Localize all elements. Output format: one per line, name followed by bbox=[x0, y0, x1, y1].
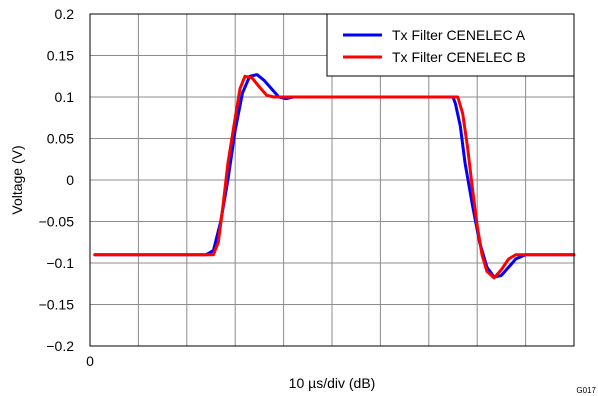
y-tick-label: 0.1 bbox=[55, 89, 75, 105]
series-line-cenelec-a bbox=[93, 73, 576, 279]
legend-box bbox=[326, 13, 575, 77]
legend: Tx Filter CENELEC A Tx Filter CENELEC B bbox=[326, 13, 575, 77]
x-tick-label: 0 bbox=[86, 353, 94, 369]
y-tick-labels: −0.2 −0.15 −0.1 −0.05 0 0.05 0.1 0.15 0.2 bbox=[39, 6, 75, 354]
y-tick-label: 0.2 bbox=[55, 6, 75, 22]
series-line-cenelec-b bbox=[93, 74, 576, 280]
x-axis-title: 10 µs/div (dB) bbox=[289, 375, 376, 391]
y-tick-label: −0.2 bbox=[46, 338, 74, 354]
y-tick-label: −0.05 bbox=[39, 214, 75, 230]
series-layer bbox=[93, 73, 576, 280]
y-axis-title: Voltage (V) bbox=[9, 145, 25, 214]
legend-label: Tx Filter CENELEC B bbox=[392, 49, 526, 65]
y-tick-label: −0.15 bbox=[39, 297, 75, 313]
figure-code: G017 bbox=[576, 386, 596, 395]
legend-label: Tx Filter CENELEC A bbox=[392, 27, 526, 43]
y-tick-label: 0.15 bbox=[47, 48, 74, 64]
x-tick-labels: 0 bbox=[86, 353, 94, 369]
y-tick-label: 0.05 bbox=[47, 131, 74, 147]
y-tick-label: −0.1 bbox=[46, 255, 74, 271]
y-tick-label: 0 bbox=[66, 172, 74, 188]
